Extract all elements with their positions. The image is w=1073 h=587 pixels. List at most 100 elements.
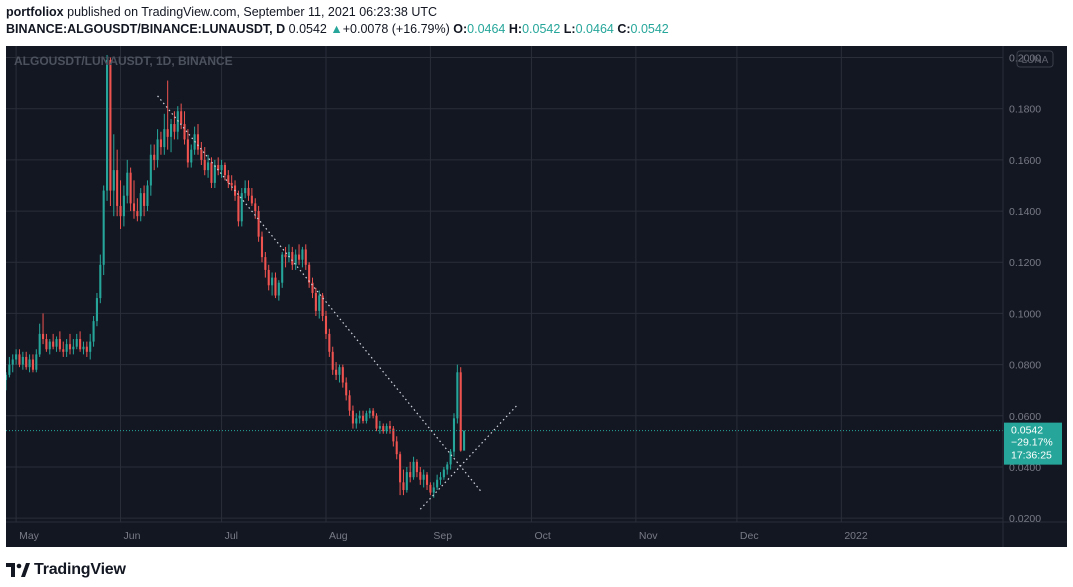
candle-body xyxy=(31,359,34,370)
price-chart[interactable]: 0.0200 0.0400 0.0600 0.0800 0.1000 0.1200 0.14… xyxy=(4,46,1067,547)
author-name[interactable]: portfoliox xyxy=(6,5,64,19)
candle-body xyxy=(348,395,351,411)
candle-body xyxy=(8,364,11,375)
candle-body xyxy=(52,341,55,347)
candle-body xyxy=(415,461,418,473)
candle-body xyxy=(38,333,41,355)
candle-body xyxy=(446,464,449,470)
price-tick-label: 0.1200 xyxy=(1009,257,1041,269)
candle-body xyxy=(126,172,129,196)
time-tick-label: Jul xyxy=(225,530,238,542)
candle-body xyxy=(388,426,392,429)
candle-body xyxy=(355,418,358,424)
price-tick-label: 0.0400 xyxy=(1009,462,1041,474)
candle-body xyxy=(419,472,422,480)
candle-body xyxy=(21,356,24,365)
candle-body xyxy=(304,249,307,265)
publish-info: portfoliox published on TradingView.com,… xyxy=(6,5,437,19)
candle-body xyxy=(395,441,398,455)
candle-body xyxy=(213,165,216,183)
time-tick-label: Sep xyxy=(433,530,452,542)
candle-body xyxy=(297,254,301,260)
candle-body xyxy=(75,339,78,347)
chart-container[interactable]: 0.0200 0.0400 0.0600 0.0800 0.1000 0.1200 0.14… xyxy=(4,46,1067,547)
candle-body xyxy=(223,165,226,176)
low-value: 0.0464 xyxy=(575,22,614,36)
candle-body xyxy=(85,346,88,352)
trend-line xyxy=(419,403,519,510)
candle-body xyxy=(79,339,82,350)
high-label: H: xyxy=(508,22,523,36)
tradingview-footer[interactable]: TradingView xyxy=(6,559,126,581)
candle-body xyxy=(287,252,290,258)
candle-body xyxy=(345,382,348,396)
candle-body xyxy=(99,264,102,299)
candle-body xyxy=(28,359,31,368)
candle-body xyxy=(402,482,405,491)
candle-body xyxy=(422,474,425,480)
candle-body xyxy=(267,269,270,286)
candle-body xyxy=(382,426,385,432)
candle-body xyxy=(244,188,247,194)
candle-body xyxy=(365,413,368,421)
candle-body xyxy=(220,165,223,171)
last-price-box xyxy=(1004,422,1062,465)
candle-body xyxy=(42,333,45,340)
candle-body xyxy=(169,124,173,137)
trend-lines[interactable] xyxy=(6,95,1003,510)
price-tick-label: 0.1600 xyxy=(1009,155,1041,167)
candle-body xyxy=(429,484,432,493)
candle-body xyxy=(186,139,189,163)
candle-body xyxy=(412,461,415,478)
candle-body xyxy=(321,295,324,316)
candle-body xyxy=(281,254,284,283)
candle-body xyxy=(82,346,85,350)
published-text: published on TradingView.com, September … xyxy=(67,5,438,19)
compare-badge-frame xyxy=(1016,50,1054,68)
candle-body xyxy=(227,175,230,183)
candle-body xyxy=(48,341,51,350)
candle-body xyxy=(274,277,277,296)
time-tick-label: Oct xyxy=(534,530,550,542)
price-tick-label: 0.0800 xyxy=(1009,360,1041,372)
tradingview-logo-icon xyxy=(6,563,30,577)
candle-body xyxy=(399,454,402,483)
candle-body xyxy=(62,349,65,352)
candle-body xyxy=(112,170,115,191)
candle-body xyxy=(439,477,442,480)
price-tick-label: 0.0200 xyxy=(1009,513,1041,525)
candle-body xyxy=(156,139,159,160)
candle-body xyxy=(284,254,287,258)
candle-body xyxy=(372,410,375,416)
candle-body xyxy=(368,410,371,414)
candle-body xyxy=(341,367,344,383)
candle-body xyxy=(200,149,203,160)
time-tick-label: May xyxy=(19,530,40,542)
open-label: O: xyxy=(453,22,468,36)
price-tick-label: 0.1000 xyxy=(1009,308,1041,320)
candle-body xyxy=(230,182,233,186)
candle-body xyxy=(311,282,314,293)
candle-body xyxy=(442,469,445,478)
candle-body xyxy=(331,351,334,370)
chart-background xyxy=(6,46,1067,547)
candle-body xyxy=(271,277,274,286)
price-tick-label: 0.1800 xyxy=(1009,104,1041,116)
candle-body xyxy=(314,292,317,311)
candle-body xyxy=(425,474,429,485)
candle-body xyxy=(129,172,132,204)
price-change: +0.0078 (+16.79%) xyxy=(342,22,450,36)
candle-body xyxy=(136,211,139,217)
open-value: 0.0464 xyxy=(467,22,506,36)
candle-body xyxy=(361,415,365,421)
compare-badge[interactable]: LUNA xyxy=(1016,50,1054,68)
candle-body xyxy=(11,359,14,365)
candle-body xyxy=(432,487,435,493)
candle-body xyxy=(328,333,331,352)
candle-body xyxy=(217,165,220,171)
candle-body xyxy=(139,193,142,217)
candle-body xyxy=(324,315,328,334)
candle-body xyxy=(463,430,466,451)
compare-badge-label: LUNA xyxy=(1022,55,1049,66)
candle-body xyxy=(35,354,38,370)
